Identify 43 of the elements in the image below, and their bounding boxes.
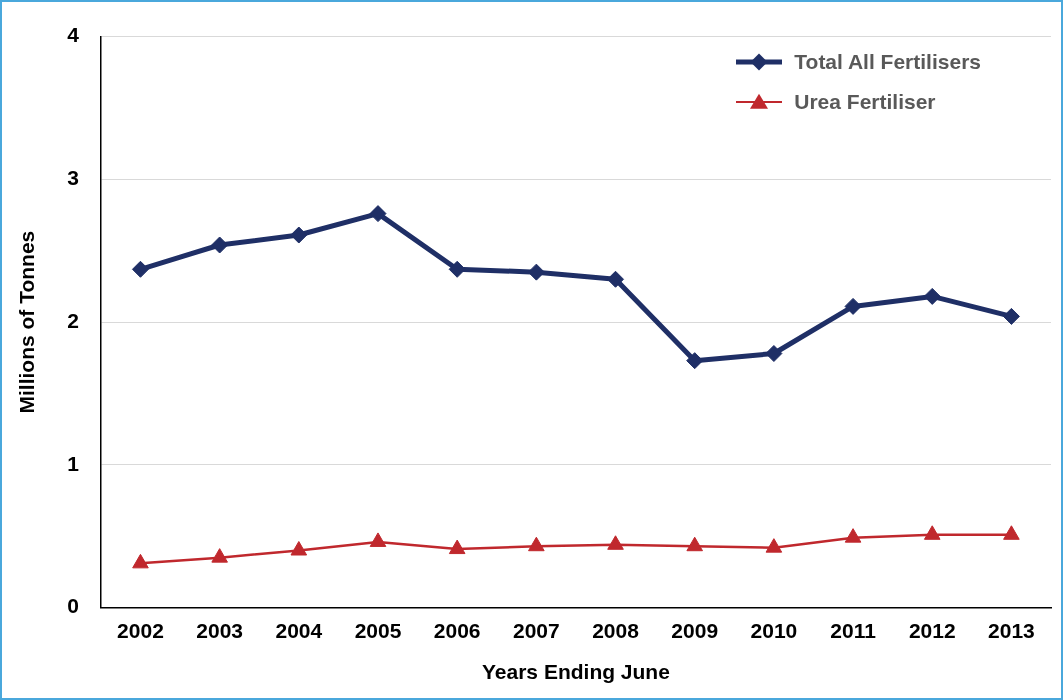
point xyxy=(132,553,149,569)
x-axis-title: Years Ending June xyxy=(481,660,670,684)
x-tick-label: 2013 xyxy=(988,619,1035,642)
point xyxy=(765,538,783,553)
x-tick-label: 2012 xyxy=(908,619,956,642)
y-tick-label: 3 xyxy=(67,166,79,190)
point xyxy=(923,287,941,305)
point xyxy=(211,236,229,254)
point xyxy=(686,352,704,370)
x-tick-label: 2008 xyxy=(592,619,640,642)
x-tick-label: 2004 xyxy=(275,619,323,642)
point xyxy=(844,297,862,315)
y-tick-label: 2 xyxy=(67,308,79,332)
point xyxy=(448,539,466,555)
y-tick-label: 1 xyxy=(67,451,80,475)
point xyxy=(844,528,862,543)
x-tick-label: 2009 xyxy=(671,619,719,642)
x-tick-label: 2003 xyxy=(196,619,243,642)
point xyxy=(528,536,545,552)
point xyxy=(923,525,941,540)
y-tick-label: 4 xyxy=(67,23,80,47)
legend-label: Total All Fertilisers xyxy=(794,50,981,74)
point xyxy=(607,535,624,550)
x-tick-label: 2010 xyxy=(750,619,798,642)
point xyxy=(686,536,703,552)
point xyxy=(369,205,387,223)
point xyxy=(290,541,308,556)
point xyxy=(131,260,149,278)
point xyxy=(1003,525,1020,540)
point xyxy=(369,532,387,547)
point xyxy=(290,226,308,244)
point xyxy=(211,548,228,563)
x-tick-label: 2007 xyxy=(512,619,560,642)
point xyxy=(765,345,783,363)
y-tick-label: 0 xyxy=(67,594,79,618)
point xyxy=(607,270,625,288)
legend-label: Urea Fertiliser xyxy=(794,90,936,114)
x-tick-label: 2011 xyxy=(830,619,877,642)
point xyxy=(1002,307,1020,325)
x-tick-label: 2002 xyxy=(117,619,164,642)
x-tick-label: 2006 xyxy=(433,619,481,642)
y-axis-title: Millions of Tonnes xyxy=(15,230,39,414)
x-tick-label: 2005 xyxy=(354,619,402,642)
